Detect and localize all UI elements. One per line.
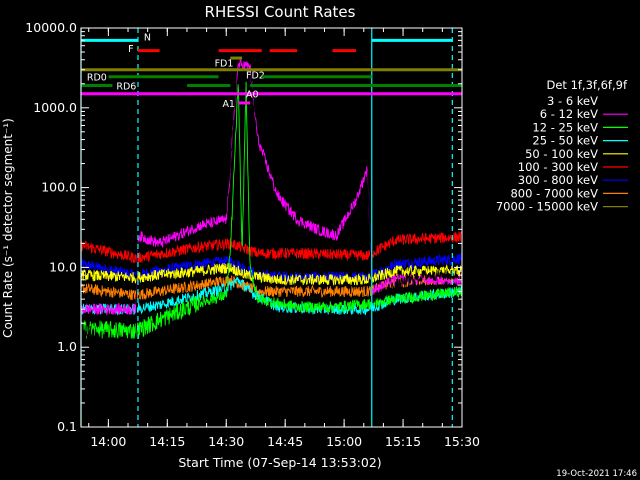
legend-item-1: 6 - 12 keV [540,107,628,121]
bar-label-n: N [144,33,151,44]
legend-label: 50 - 100 keV [525,147,598,161]
axis-layer: 14:00 14:15 14:30 14:45 15:00 15:15 15:30 0.1 1.… [25,20,480,449]
series-line-4 [80,262,463,286]
legend-item-4: 50 - 100 keV [525,147,628,161]
bar-label-a0: A0 [246,90,259,101]
footer-date: 19-Oct-2021 17:46 [556,469,637,479]
legend-label: 800 - 7000 keV [510,186,598,200]
series-layer [80,59,463,360]
legend-label: 25 - 50 keV [532,134,598,148]
legend-item-0: 3 - 6 keV [547,94,628,108]
legend-label: 3 - 6 keV [547,94,598,108]
legend-item-3: 25 - 50 keV [532,134,628,148]
legend-item-5: 100 - 300 keV [518,160,628,174]
bar-label-f: F [128,44,133,55]
bar-label-rd0: RD0 [87,73,107,84]
series-line-3 [80,277,463,316]
y-tick-label-1: 1.0 [57,339,77,354]
legend-label: 100 - 300 keV [518,160,598,174]
x-tick-label-3: 14:45 [267,434,303,449]
y-tick-label-5: 10000.0 [25,20,77,35]
bar-label-rd6: RD6 [116,82,136,93]
legend-label: 12 - 25 keV [532,120,598,134]
x-tick-label-4: 15:00 [326,434,362,449]
legend-label: 6 - 12 keV [540,107,598,121]
legend-item-7: 800 - 7000 keV [510,186,628,200]
x-tick-label-0: 14:00 [90,434,126,449]
legend-title: Det 1f,3f,6f,9f [546,78,627,92]
plot-frame [80,27,463,428]
bar-label-fd2: FD2 [246,71,265,82]
legend-item-6: 300 - 800 keV [518,173,628,187]
y-tick-label-2: 10.0 [49,259,77,274]
legend-item-2: 12 - 25 keV [532,120,628,134]
x-axis-label: Start Time (07-Sep-14 13:53:02) [178,455,381,470]
x-tick-label-6: 15:30 [444,434,480,449]
legend-label: 300 - 800 keV [518,173,598,187]
series-line-2 [80,81,463,340]
x-tick-label-5: 15:15 [385,434,421,449]
y-tick-label-3: 100.0 [41,180,77,195]
bar-label-a1: A1 [222,99,235,110]
bar-label-fd1: FD1 [215,58,234,69]
attenuator-bar-layer: NF FD1 FD2 RD0 RD6 A0 A1 [81,33,463,110]
series-line-0 [80,69,463,360]
legend-label: 7000 - 15000 keV [496,200,598,214]
y-tick-label-0: 0.1 [57,419,77,434]
x-tick-label-2: 14:30 [208,434,244,449]
legend-item-8: 7000 - 15000 keV [496,200,628,214]
y-axis-label: Count Rate (s⁻¹ detector segment⁻¹) [1,118,15,338]
chart-title: RHESSI Count Rates [205,3,356,21]
x-tick-label-1: 14:15 [149,434,185,449]
series-line-5 [80,230,463,263]
y-tick-label-4: 1000.0 [33,100,77,115]
